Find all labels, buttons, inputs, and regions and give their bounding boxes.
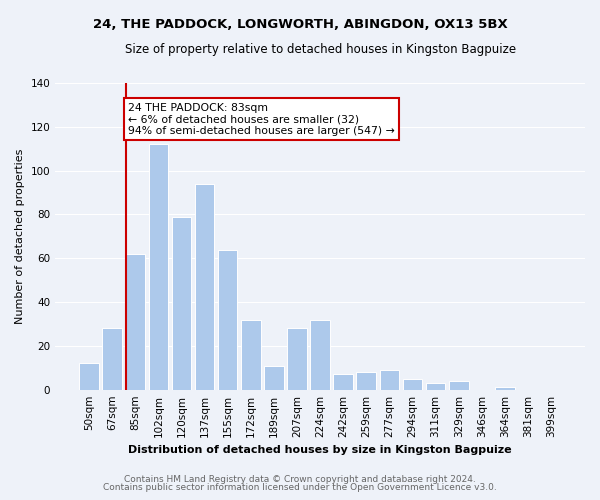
Bar xyxy=(380,370,399,390)
Bar xyxy=(449,381,469,390)
X-axis label: Distribution of detached houses by size in Kingston Bagpuize: Distribution of detached houses by size … xyxy=(128,445,512,455)
Text: 24 THE PADDOCK: 83sqm
← 6% of detached houses are smaller (32)
94% of semi-detac: 24 THE PADDOCK: 83sqm ← 6% of detached h… xyxy=(128,103,395,136)
Bar xyxy=(218,250,238,390)
Text: Contains HM Land Registry data © Crown copyright and database right 2024.: Contains HM Land Registry data © Crown c… xyxy=(124,475,476,484)
Bar xyxy=(241,320,260,390)
Bar xyxy=(426,383,445,390)
Y-axis label: Number of detached properties: Number of detached properties xyxy=(15,148,25,324)
Text: 24, THE PADDOCK, LONGWORTH, ABINGDON, OX13 5BX: 24, THE PADDOCK, LONGWORTH, ABINGDON, OX… xyxy=(92,18,508,30)
Bar xyxy=(149,144,168,390)
Bar xyxy=(310,320,330,390)
Bar xyxy=(264,366,284,390)
Bar xyxy=(287,328,307,390)
Bar xyxy=(172,216,191,390)
Text: Contains public sector information licensed under the Open Government Licence v3: Contains public sector information licen… xyxy=(103,484,497,492)
Bar xyxy=(403,378,422,390)
Bar xyxy=(334,374,353,390)
Bar xyxy=(125,254,145,390)
Bar xyxy=(195,184,214,390)
Bar xyxy=(495,388,515,390)
Bar xyxy=(103,328,122,390)
Bar xyxy=(79,364,99,390)
Bar xyxy=(356,372,376,390)
Title: Size of property relative to detached houses in Kingston Bagpuize: Size of property relative to detached ho… xyxy=(125,42,515,56)
